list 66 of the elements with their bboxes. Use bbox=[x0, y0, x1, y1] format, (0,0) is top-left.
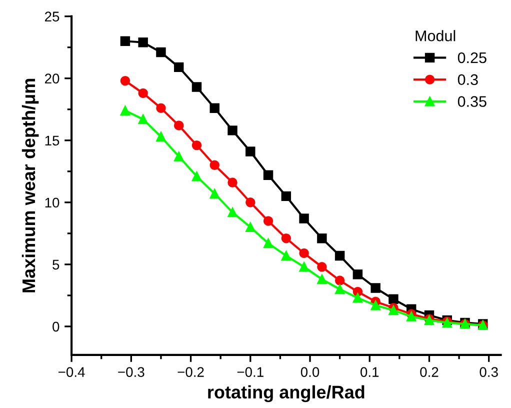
x-tick-label: 0.0 bbox=[300, 367, 320, 377]
point bbox=[334, 276, 345, 286]
point bbox=[317, 262, 327, 272]
point bbox=[210, 103, 220, 113]
point bbox=[192, 82, 202, 92]
point bbox=[174, 62, 184, 72]
y-tick-label: 15 bbox=[45, 136, 60, 146]
point bbox=[334, 284, 345, 294]
point bbox=[174, 152, 184, 162]
point bbox=[192, 140, 202, 150]
point bbox=[246, 198, 256, 208]
point bbox=[317, 233, 327, 244]
point bbox=[281, 191, 292, 202]
point bbox=[299, 214, 309, 224]
point bbox=[370, 300, 380, 310]
point bbox=[156, 132, 166, 142]
point bbox=[299, 248, 309, 258]
point bbox=[210, 160, 220, 170]
x-tick-label: 0.3 bbox=[480, 367, 498, 377]
point bbox=[281, 250, 292, 261]
x-tick-label: −0.2 bbox=[178, 367, 204, 377]
y-tick-label: 0 bbox=[52, 322, 60, 332]
point bbox=[406, 312, 416, 322]
point bbox=[156, 47, 166, 58]
x-tick-label: −0.3 bbox=[118, 367, 144, 377]
y-axis-title: Maximum wear depth/μm bbox=[22, 78, 39, 292]
point bbox=[299, 262, 309, 272]
legend-label: 0.25 bbox=[458, 52, 486, 64]
point bbox=[174, 120, 184, 130]
y-tick-label: 10 bbox=[45, 198, 60, 208]
point bbox=[138, 88, 148, 98]
point bbox=[138, 114, 148, 124]
point bbox=[138, 38, 148, 48]
x-tick-label: 0.1 bbox=[360, 367, 379, 377]
y-tick-label: 25 bbox=[44, 12, 60, 22]
point bbox=[317, 274, 327, 284]
point bbox=[210, 188, 220, 199]
y-tick-label: 20 bbox=[44, 74, 60, 84]
point bbox=[192, 171, 202, 182]
legend-title: Modul bbox=[416, 30, 456, 42]
point bbox=[281, 233, 292, 244]
point bbox=[334, 250, 345, 261]
point bbox=[263, 216, 274, 226]
x-axis-title: rotating angle/Rad bbox=[208, 385, 364, 402]
legend-label: 0.35 bbox=[458, 96, 486, 107]
point bbox=[352, 293, 363, 303]
legend-label: 0.3 bbox=[458, 74, 478, 86]
point bbox=[263, 238, 274, 248]
point bbox=[370, 283, 380, 293]
point bbox=[388, 294, 398, 304]
point bbox=[246, 146, 256, 156]
point bbox=[228, 126, 238, 136]
point bbox=[120, 36, 130, 46]
x-tick-label: 0.2 bbox=[420, 367, 438, 377]
point bbox=[263, 170, 274, 180]
y-tick-label: 5 bbox=[52, 260, 60, 270]
point bbox=[388, 305, 398, 316]
point bbox=[246, 222, 256, 232]
point bbox=[228, 207, 238, 218]
x-tick-label: −0.1 bbox=[237, 367, 264, 377]
point bbox=[120, 76, 130, 86]
x-tick-label: −0.4 bbox=[58, 367, 85, 377]
point bbox=[352, 269, 363, 280]
point bbox=[156, 103, 166, 113]
point bbox=[120, 106, 130, 116]
point bbox=[228, 178, 238, 188]
